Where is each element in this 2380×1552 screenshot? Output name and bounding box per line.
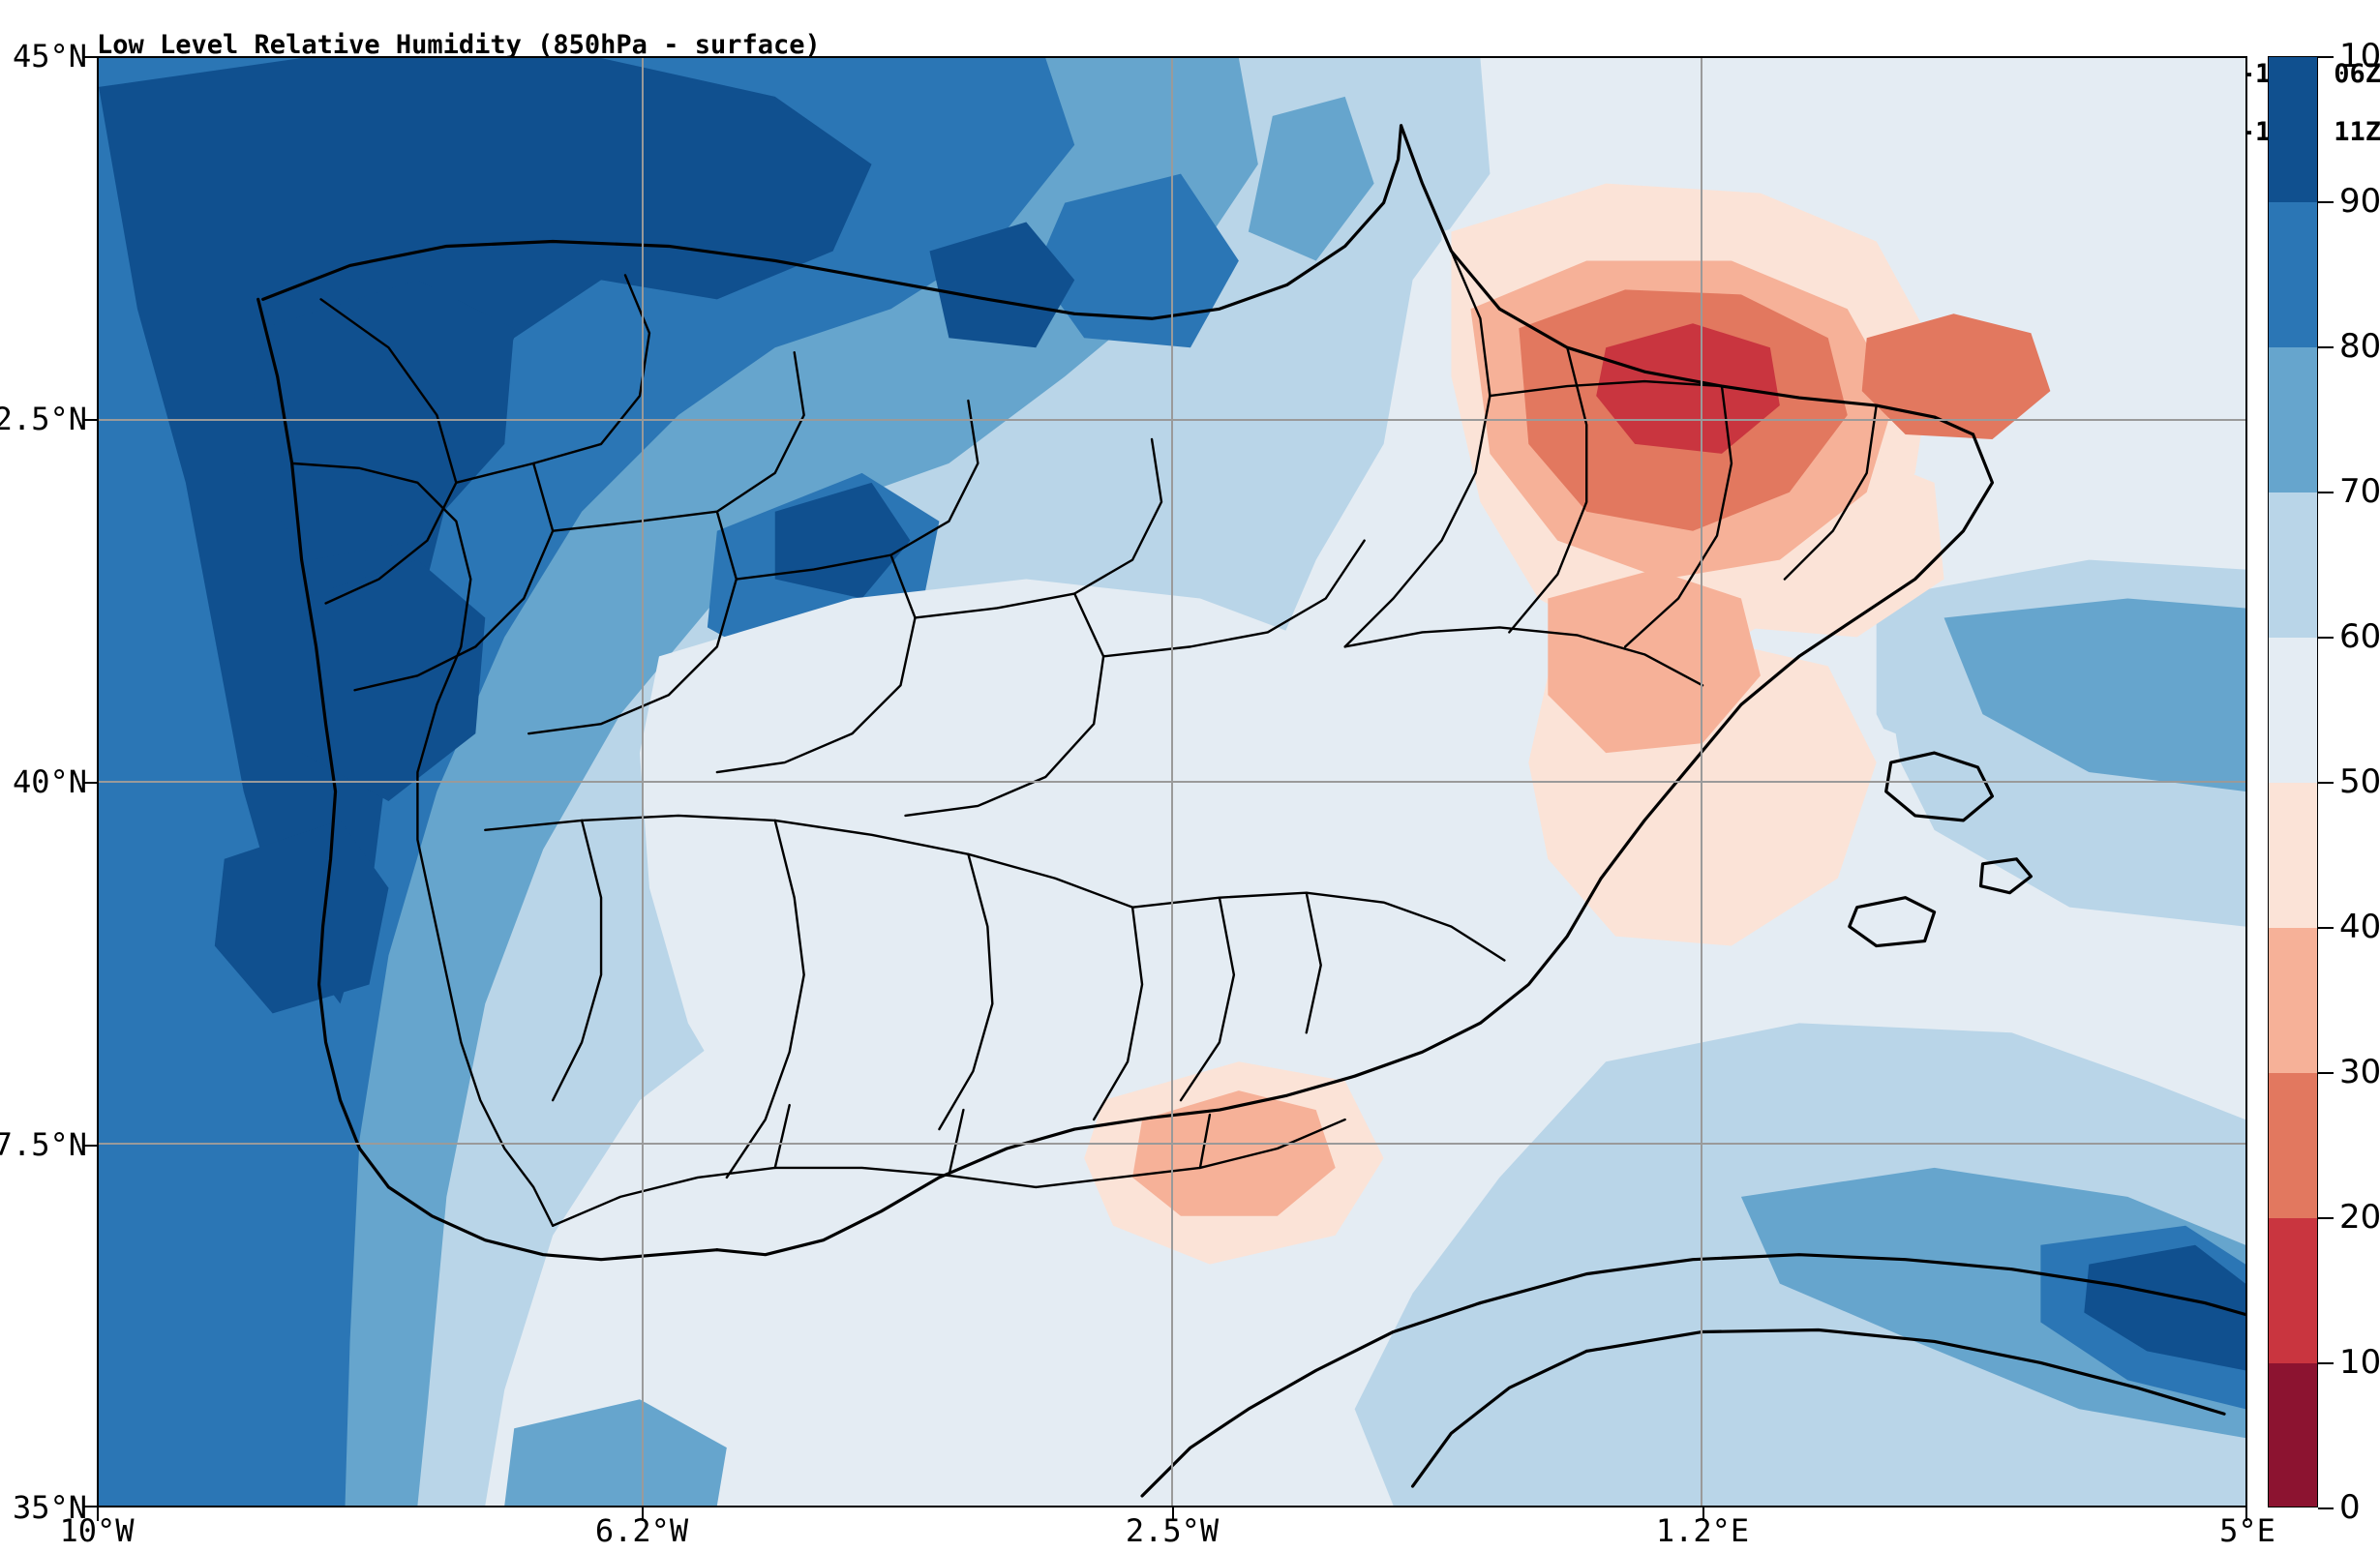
- y-tick-mark: [83, 56, 97, 58]
- x-tick-mark: [642, 1507, 644, 1521]
- colorbar-label-10: 10: [2339, 1343, 2380, 1382]
- colorbar-tick-mark: [2318, 1362, 2334, 1364]
- y-tick-mark: [83, 1506, 97, 1507]
- colorbar-tick-mark: [2318, 1507, 2334, 1509]
- colorbar-segment-60-70: [2269, 492, 2317, 638]
- x-tick-label-2-5w: 2.5°W: [1125, 1512, 1220, 1549]
- x-tick-mark: [97, 1507, 99, 1521]
- x-tick-mark: [1702, 1507, 1704, 1521]
- colorbar-segment-90-100: [2269, 57, 2317, 202]
- colorbar-tick-mark: [2318, 927, 2334, 929]
- map-gridlines: [99, 58, 2245, 1506]
- colorbar-tick-mark: [2318, 56, 2334, 58]
- humidity-contour-map: [99, 58, 2245, 1506]
- colorbar-segment-50-60: [2269, 638, 2317, 783]
- colorbar-segment-20-30: [2269, 1073, 2317, 1218]
- x-tick-mark: [2245, 1507, 2247, 1521]
- colorbar-label-20: 20: [2339, 1198, 2380, 1237]
- colorbar-segment-30-40: [2269, 928, 2317, 1073]
- colorbar-tick-mark: [2318, 492, 2334, 493]
- colorbar-label-30: 30: [2339, 1053, 2380, 1091]
- colorbar-segment-80-90: [2269, 202, 2317, 347]
- colorbar-tick-mark: [2318, 1217, 2334, 1219]
- x-tick-label-6-2w: 6.2°W: [594, 1512, 689, 1549]
- colorbar-tick-mark: [2318, 1072, 2334, 1074]
- colorbar-label-40: 40: [2339, 908, 2380, 946]
- map-internal-borders: [290, 250, 1878, 1227]
- y-tick-label-40n: 40°N: [12, 763, 87, 800]
- y-tick-mark: [83, 419, 97, 421]
- y-tick-label-42-5n: 42.5°N: [0, 401, 87, 437]
- x-tick-mark: [1172, 1507, 1174, 1521]
- colorbar-label-80: 80: [2339, 327, 2380, 366]
- colorbar-label-100: 100: [2339, 37, 2380, 75]
- y-tick-label-37-5n: 37.5°N: [0, 1126, 87, 1163]
- colorbar-label-70: 70: [2339, 472, 2380, 511]
- y-tick-label-35n: 35°N: [12, 1489, 87, 1526]
- colorbar-segment-40-50: [2269, 783, 2317, 928]
- colorbar-segment-70-80: [2269, 347, 2317, 492]
- colorbar-label-50: 50: [2339, 762, 2380, 801]
- colorbar-ticks: 100 90 80 70 60 50 40 30 20 10 0: [2318, 40, 2380, 1524]
- colorbar-label-60: 60: [2339, 617, 2380, 656]
- y-tick-mark: [83, 782, 97, 784]
- colorbar-label-90: 90: [2339, 182, 2380, 221]
- x-tick-label-10w: 10°W: [59, 1512, 135, 1549]
- x-tick-label-5e: 5°E: [2219, 1512, 2275, 1549]
- colorbar[interactable]: [2268, 56, 2318, 1507]
- header-line-1: Low Level Relative Humidity (850hPa - su…: [97, 2, 2380, 89]
- rh-band-10-20: [1596, 323, 1780, 454]
- colorbar-segment-0-10: [2269, 1363, 2317, 1507]
- colorbar-tick-mark: [2318, 637, 2334, 639]
- colorbar-tick-mark: [2318, 201, 2334, 203]
- x-tick-label-1-2e: 1.2°E: [1655, 1512, 1750, 1549]
- chart-header: Low Level Relative Humidity (850hPa - su…: [0, 0, 2380, 147]
- map-coastlines: [256, 124, 2245, 1498]
- colorbar-tick-mark: [2318, 346, 2334, 348]
- colorbar-tick-mark: [2318, 782, 2334, 784]
- y-tick-label-45n: 45°N: [12, 38, 87, 75]
- y-tick-mark: [83, 1145, 97, 1147]
- map-plot-area[interactable]: [97, 56, 2247, 1507]
- colorbar-segment-10-20: [2269, 1218, 2317, 1363]
